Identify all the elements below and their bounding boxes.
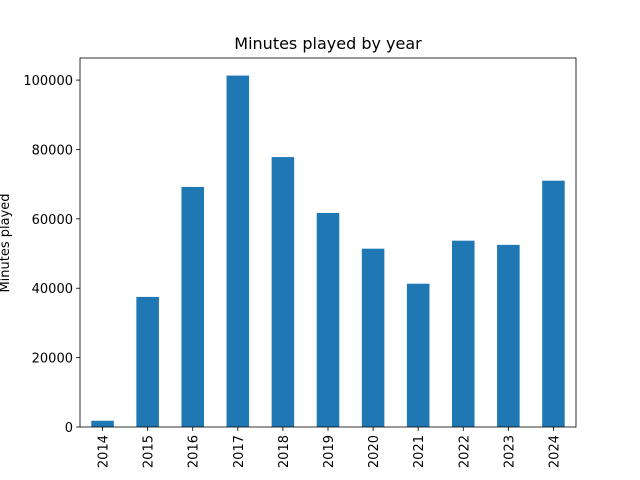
bar-2017 [226, 75, 250, 428]
y-tick-label: 0 [65, 421, 73, 436]
y-tick-label: 100000 [23, 74, 73, 89]
x-axis-ticks: 2014 2015 2016 2017 2018 2019 2020 2021 2022 2023… [97, 427, 562, 468]
bar-2023 [497, 244, 520, 427]
bar-2016 [181, 186, 204, 427]
bar-2022 [452, 240, 475, 427]
chart-title: Minutes played by year [234, 34, 422, 53]
x-tick-label: 2017 [232, 435, 247, 468]
x-tick-label: 2015 [142, 435, 157, 468]
bar-2015 [136, 296, 159, 427]
y-tick-label: 60000 [32, 213, 73, 228]
x-tick-label: 2022 [457, 435, 472, 468]
x-tick-label: 2021 [412, 435, 427, 468]
bar-2018 [271, 157, 295, 428]
bar-2021 [406, 283, 430, 427]
bars [91, 75, 565, 428]
bar-2014 [91, 420, 114, 427]
x-tick-label: 2019 [322, 435, 337, 468]
x-tick-label: 2014 [97, 435, 112, 468]
y-tick-label: 40000 [32, 282, 73, 297]
x-tick-label: 2023 [502, 435, 517, 468]
x-tick-label: 2018 [277, 435, 292, 468]
bar-2019 [316, 212, 340, 427]
x-tick-label: 2020 [367, 435, 382, 468]
y-axis-ticks: 0 20000 40000 60000 80000 100000 [23, 74, 80, 436]
y-axis-label: Minutes played [0, 193, 13, 292]
plot-frame [79, 57, 577, 428]
y-tick-label: 80000 [32, 143, 73, 158]
x-tick-label: 2024 [547, 435, 562, 468]
bar-2020 [361, 248, 385, 427]
x-tick-label: 2016 [187, 435, 202, 468]
y-tick-label: 20000 [32, 352, 73, 367]
bar-2024 [542, 180, 565, 427]
